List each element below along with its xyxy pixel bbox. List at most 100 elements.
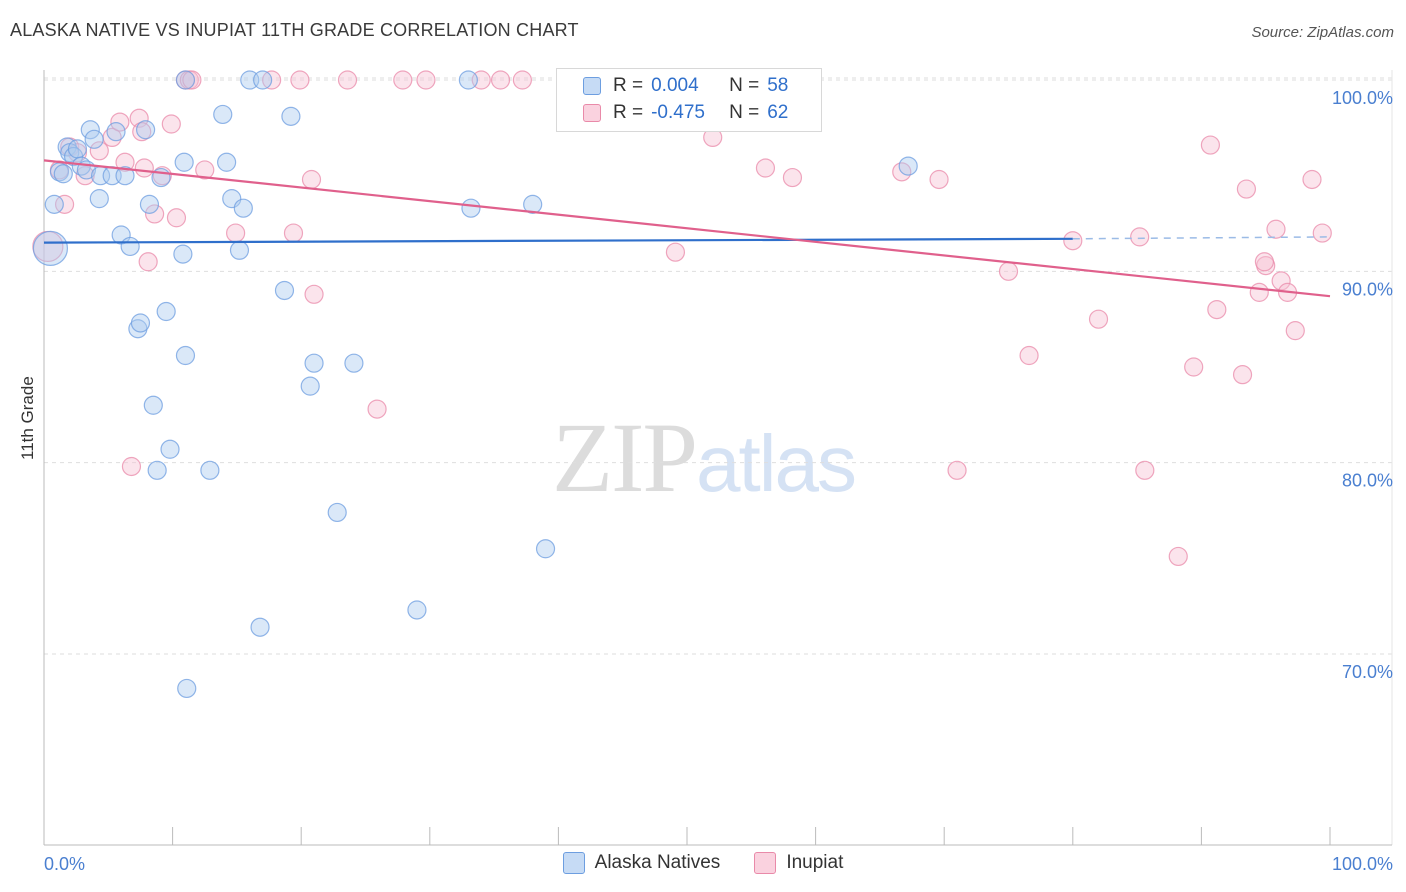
trend-line-alaska-natives (43, 237, 1073, 244)
data-point-inupiat (138, 252, 158, 272)
alaska-natives-swatch (562, 852, 585, 874)
data-point-inupiat (1200, 135, 1221, 155)
data-point-alaska-natives (135, 120, 156, 140)
data-point-alaska-natives (458, 70, 478, 90)
data-point-alaska-natives (143, 395, 163, 415)
data-point-inupiat (1088, 309, 1109, 329)
data-point-alaska-natives (274, 280, 295, 301)
data-point-inupiat (1254, 252, 1275, 272)
data-point-inupiat (1302, 169, 1322, 190)
data-point-inupiat (1019, 345, 1039, 366)
data-point-inupiat (161, 114, 181, 134)
data-point-inupiat (1135, 460, 1155, 480)
data-point-inupiat (998, 261, 1019, 281)
legend-label: Alaska Natives (594, 852, 721, 873)
data-point-alaska-natives (174, 152, 194, 172)
legend-item-alaska-natives[interactable]: Alaska Natives (562, 852, 721, 874)
data-point-inupiat (947, 460, 967, 480)
data-point-alaska-natives (67, 139, 88, 159)
data-point-inupiat (1271, 271, 1291, 291)
axes (43, 70, 1392, 846)
data-point-inupiat (1232, 365, 1253, 385)
data-point-inupiat (665, 242, 686, 262)
correlation-legend: R = 0.004 N = 58 R = -0.475 N = 62 (556, 68, 822, 132)
data-point-alaska-natives (84, 129, 104, 149)
data-point-inupiat (121, 456, 142, 477)
data-point-alaska-natives (304, 353, 324, 373)
data-point-alaska-natives (898, 156, 918, 176)
data-point-alaska-natives (175, 70, 196, 90)
data-point-inupiat (144, 204, 165, 224)
data-point-alaska-natives (535, 539, 556, 559)
data-point-alaska-natives (177, 678, 197, 699)
data-points (32, 70, 1332, 699)
data-point-inupiat (929, 169, 949, 190)
data-point-inupiat (301, 169, 322, 190)
data-point-inupiat (54, 194, 75, 214)
data-point-alaska-natives (327, 502, 347, 523)
data-point-inupiat (182, 70, 202, 90)
alaska-natives-swatch (583, 77, 601, 95)
y-tick-label: 70.0% (1342, 662, 1393, 682)
watermark-zip: ZIP (552, 402, 698, 513)
data-point-alaska-natives (461, 198, 481, 218)
data-point-inupiat (1130, 227, 1150, 247)
data-point-alaska-natives (44, 194, 64, 214)
data-point-alaska-natives (147, 460, 167, 480)
chart-title: ALASKA NATIVE VS INUPIAT 11TH GRADE CORR… (10, 20, 579, 40)
data-point-alaska-natives (173, 244, 193, 264)
data-point-alaska-natives (200, 460, 220, 480)
data-point-inupiat (75, 166, 95, 186)
n-value: 62 (767, 102, 789, 123)
data-point-inupiat (283, 223, 304, 243)
data-point-alaska-natives (523, 194, 543, 214)
trend-lines (43, 159, 1331, 298)
legend-item-inupiat[interactable]: Inupiat (754, 852, 843, 874)
r-label: R = (613, 102, 644, 123)
data-point-alaska-natives (407, 600, 427, 620)
data-point-alaska-natives (53, 164, 73, 184)
data-point-inupiat (1249, 282, 1269, 302)
trend-line-inupiat (43, 159, 1331, 298)
data-point-inupiat (290, 70, 310, 90)
data-point-inupiat (337, 70, 358, 90)
n-label: N = (729, 75, 760, 96)
data-point-inupiat (1184, 357, 1204, 377)
trend-line-extension (1072, 236, 1331, 240)
data-point-alaska-natives (250, 617, 270, 637)
data-point-inupiat (782, 167, 803, 188)
data-point-inupiat (393, 70, 413, 90)
data-point-alaska-natives (80, 120, 100, 140)
series-legend: Alaska Natives Inupiat (0, 852, 1406, 874)
data-point-alaska-natives (217, 152, 237, 172)
data-point-inupiat (134, 158, 154, 178)
data-point-inupiat (110, 112, 130, 132)
data-point-alaska-natives (213, 104, 233, 125)
data-point-inupiat (226, 223, 246, 243)
data-point-alaska-natives (89, 189, 109, 209)
data-point-alaska-natives (106, 122, 126, 142)
data-point-inupiat (367, 399, 387, 419)
data-point-alaska-natives (233, 198, 253, 218)
legend-label: Inupiat (786, 852, 844, 873)
data-point-alaska-natives (160, 439, 180, 459)
data-point-inupiat (115, 152, 135, 172)
data-point-inupiat (1312, 223, 1332, 243)
r-value: 0.004 (651, 75, 699, 96)
data-point-inupiat (1063, 231, 1083, 251)
data-point-inupiat (1168, 546, 1188, 567)
data-point-alaska-natives (175, 345, 196, 366)
data-point-alaska-natives (156, 301, 176, 322)
data-point-alaska-natives (115, 166, 135, 186)
legend-row-alaska-natives: R = 0.004 N = 58 (583, 73, 788, 99)
data-point-inupiat (1266, 219, 1286, 239)
data-point-inupiat (490, 70, 511, 90)
source-label: Source: ZipAtlas.com (1251, 24, 1394, 41)
n-label: N = (729, 102, 760, 123)
inupiat-swatch (754, 852, 777, 874)
data-point-alaska-natives (300, 376, 320, 396)
data-point-alaska-natives (120, 236, 140, 257)
data-point-alaska-natives (139, 194, 160, 214)
y-tick-label: 100.0% (1332, 88, 1393, 108)
